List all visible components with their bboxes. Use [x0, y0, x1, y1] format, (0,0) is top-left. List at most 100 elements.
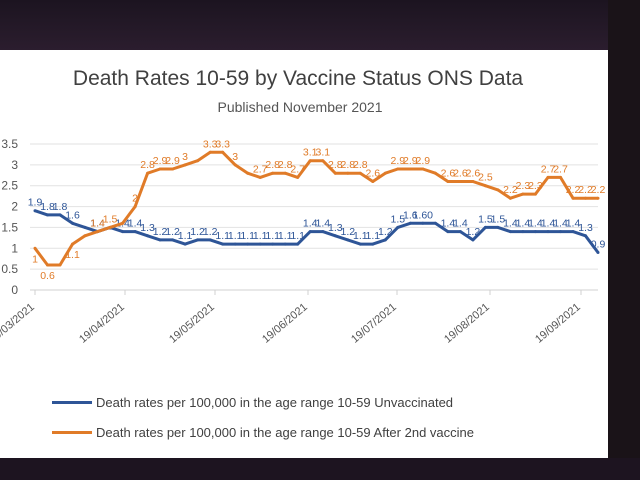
- data-label: 3.1: [315, 147, 330, 159]
- data-point: [83, 234, 87, 238]
- data-point: [559, 230, 562, 234]
- data-point: [371, 242, 375, 246]
- data-label: 2.8: [140, 159, 155, 171]
- data-point: [46, 263, 49, 267]
- data-label: 1.1: [353, 230, 368, 242]
- data-label: 2.8: [340, 159, 355, 171]
- data-point: [246, 171, 250, 175]
- chart-subtitle: Published November 2021: [217, 99, 383, 115]
- data-label: 2.8: [328, 159, 343, 171]
- legend-item-unvaccinated: Death rates per 100,000 in the age range…: [52, 394, 453, 410]
- data-label: 1.1: [365, 230, 380, 242]
- data-label: 2.6: [453, 168, 468, 180]
- data-point: [133, 230, 137, 234]
- data-point: [233, 242, 237, 246]
- data-point: [508, 230, 512, 234]
- data-label: 1.4: [90, 218, 105, 230]
- data-label: 1.4: [441, 218, 456, 230]
- data-point: [521, 230, 525, 234]
- data-label: 1.1: [265, 230, 280, 242]
- data-point: [208, 238, 212, 242]
- data-label: 1.2: [165, 226, 180, 238]
- y-tick-label: 3: [11, 158, 18, 172]
- data-point: [83, 225, 87, 229]
- data-label: 1.6: [65, 209, 80, 221]
- data-label: 1.6: [403, 209, 418, 221]
- data-label: 1.8: [53, 201, 68, 213]
- data-label: 2.9: [390, 155, 405, 167]
- data-point: [308, 159, 312, 163]
- y-tick-label: 2.5: [1, 179, 18, 193]
- data-label: 0.6: [40, 270, 55, 282]
- data-point: [358, 171, 362, 175]
- data-point: [171, 238, 175, 242]
- bottom-border: [0, 458, 640, 480]
- data-point: [108, 225, 112, 229]
- data-label: 2.2: [578, 184, 593, 196]
- series-line-vaccinated: [33, 150, 598, 267]
- data-point: [458, 180, 462, 183]
- chart-card: [0, 50, 608, 458]
- data-point: [496, 188, 500, 192]
- data-point: [559, 175, 562, 179]
- data-point: [271, 171, 275, 175]
- data-point: [246, 242, 250, 246]
- data-label: 1.1: [178, 230, 193, 242]
- data-point: [133, 205, 137, 209]
- data-point: [196, 238, 200, 242]
- y-tick-label: 0: [11, 283, 18, 297]
- data-label: 1.3: [578, 222, 593, 234]
- data-point: [433, 171, 437, 175]
- data-label: 3.3: [203, 138, 218, 150]
- data-label: 1.5: [390, 213, 405, 225]
- legend-label-vaccinated: Death rates per 100,000 in the age range…: [96, 424, 474, 440]
- data-label: 1.8: [40, 201, 55, 213]
- data-point: [121, 221, 125, 225]
- data-label: 1.4: [553, 218, 568, 230]
- data-point: [183, 163, 187, 167]
- data-point: [46, 213, 49, 217]
- data-label: 2.9: [403, 155, 418, 167]
- data-label: 2.2: [503, 184, 518, 196]
- x-tick-label: 19/05/2021: [167, 301, 217, 346]
- data-label: 1.2: [203, 226, 218, 238]
- data-point: [396, 225, 400, 229]
- data-label: 1.4: [528, 218, 543, 230]
- data-label: 1.1: [253, 230, 268, 242]
- top-border: [0, 0, 640, 50]
- data-label: 3.3: [215, 138, 230, 150]
- data-point: [421, 167, 425, 171]
- data-point: [433, 221, 437, 225]
- data-point: [571, 196, 575, 200]
- data-point: [196, 159, 200, 163]
- data-label: 1.1: [215, 230, 230, 242]
- data-point: [496, 225, 500, 229]
- data-point: [283, 242, 287, 246]
- data-point: [546, 230, 550, 234]
- data-point: [321, 159, 325, 163]
- data-point: [96, 230, 100, 234]
- data-label: 1.4: [315, 218, 330, 230]
- x-tick-label: 19/08/2021: [442, 301, 492, 346]
- data-point: [171, 167, 175, 171]
- data-point: [146, 234, 150, 238]
- data-label: 1.4: [90, 218, 105, 230]
- data-point: [571, 230, 575, 234]
- data-point: [533, 192, 537, 196]
- data-point: [333, 171, 337, 175]
- data-point: [483, 225, 487, 229]
- data-label: 3.1: [303, 147, 318, 159]
- data-label: 2.8: [265, 159, 280, 171]
- data-label: 1.4: [453, 218, 468, 230]
- data-label: 1.5: [478, 213, 493, 225]
- right-border: [608, 0, 640, 480]
- data-point: [71, 221, 74, 225]
- data-label: 1.1: [65, 249, 80, 261]
- data-label: 1.4: [516, 218, 531, 230]
- data-label: 1.2: [190, 226, 205, 238]
- data-point: [258, 175, 262, 179]
- y-tick-label: 0.5: [1, 262, 18, 276]
- legend-swatch-unvaccinated: [52, 400, 92, 404]
- data-point: [584, 196, 587, 200]
- data-point: [296, 242, 300, 246]
